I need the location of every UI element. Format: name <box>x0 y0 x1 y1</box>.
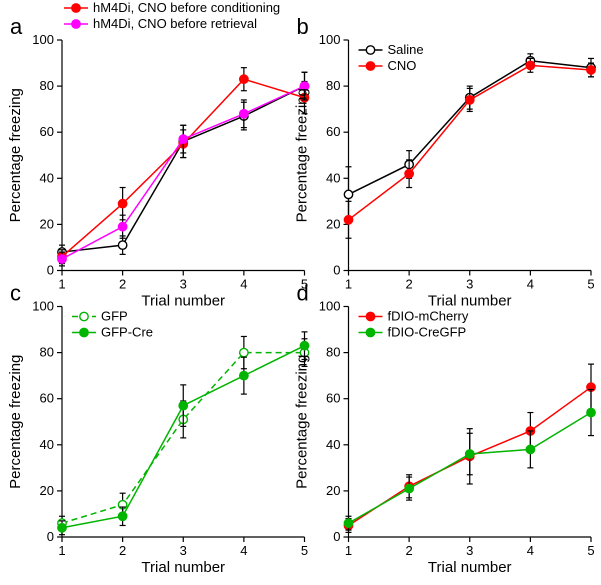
y-axis-label: Percentage freezing <box>7 355 24 489</box>
panel-letter: d <box>297 281 309 306</box>
figure-svg: a02040608010012345Percentage freezingTri… <box>0 0 601 585</box>
x-tick-label: 1 <box>58 277 65 292</box>
y-tick-label: 0 <box>47 529 54 544</box>
y-tick-label: 40 <box>40 170 54 185</box>
x-axis-label: Trial number <box>141 293 225 310</box>
x-tick-label: 5 <box>587 277 594 292</box>
x-tick-label: 2 <box>119 543 126 558</box>
y-tick-label: 20 <box>40 216 54 231</box>
y-tick-label: 60 <box>326 391 340 406</box>
x-tick-label: 3 <box>466 277 473 292</box>
legend-label: hM4Di, CNO before conditioning <box>93 0 280 15</box>
y-axis-label: Percentage freezing <box>7 88 24 222</box>
legend-label: GFP-Cre <box>101 325 153 340</box>
x-axis-label: Trial number <box>428 293 512 310</box>
y-tick-label: 80 <box>326 345 340 360</box>
y-tick-label: 40 <box>326 437 340 452</box>
y-axis-label: Percentage freezing <box>294 355 311 489</box>
x-axis-label: Trial number <box>141 559 225 576</box>
figure-page: a02040608010012345Percentage freezingTri… <box>0 0 601 585</box>
y-tick-label: 40 <box>40 437 54 452</box>
y-axis-label: Percentage freezing <box>294 88 311 222</box>
y-tick-label: 60 <box>326 124 340 139</box>
y-tick-label: 80 <box>40 345 54 360</box>
panel-c: c 0 20 40 60 80 100 1 2 3 4 5 Percentage freezing Tri… <box>7 281 309 577</box>
panel-b: b 0 20 40 60 80 100 1 2 3 4 5 Percentage freezing Tri… <box>294 14 596 310</box>
y-tick-label: 20 <box>326 483 340 498</box>
panel-letter: b <box>297 14 309 39</box>
legend-label: Saline <box>388 42 424 57</box>
y-tick-label: 60 <box>40 124 54 139</box>
x-tick-label: 4 <box>527 543 534 558</box>
y-tick-label: 100 <box>319 299 341 314</box>
legend-label: hM4Di, CNO before retrieval <box>93 16 257 31</box>
legend-label: CNO <box>388 58 417 73</box>
y-tick-label: 80 <box>326 78 340 93</box>
x-axis-label: Trial number <box>428 559 512 576</box>
panel-letter: c <box>10 281 21 306</box>
x-tick-label: 4 <box>240 277 247 292</box>
legend-label: fDIO-CreGFP <box>388 325 467 340</box>
x-tick-label: 1 <box>345 543 352 558</box>
x-tick-label: 3 <box>466 543 473 558</box>
x-tick-label: 1 <box>58 543 65 558</box>
legend-label: fDIO-mCherry <box>388 309 469 324</box>
x-tick-label: 2 <box>406 277 413 292</box>
x-tick-label: 2 <box>406 543 413 558</box>
panel-letter: a <box>10 14 23 39</box>
legend-label: GFP <box>101 309 128 324</box>
panel-a: a02040608010012345Percentage freezingTri… <box>7 0 309 310</box>
y-tick-label: 0 <box>333 263 340 278</box>
y-tick-label: 40 <box>326 170 340 185</box>
y-tick-label: 0 <box>47 263 54 278</box>
y-tick-label: 0 <box>333 529 340 544</box>
y-tick-label: 100 <box>319 32 341 47</box>
panel-d: d 0 20 40 60 80 100 1 2 3 4 5 Percentage freezing Tri… <box>294 281 596 577</box>
x-tick-label: 2 <box>119 277 126 292</box>
y-tick-label: 20 <box>40 483 54 498</box>
x-tick-label: 4 <box>527 277 534 292</box>
x-tick-label: 5 <box>301 543 308 558</box>
x-tick-label: 1 <box>345 277 352 292</box>
x-tick-label: 3 <box>180 543 187 558</box>
y-tick-label: 80 <box>40 78 54 93</box>
y-tick-label: 20 <box>326 216 340 231</box>
y-tick-label: 100 <box>32 299 54 314</box>
x-tick-label: 5 <box>587 543 594 558</box>
y-tick-label: 100 <box>32 32 54 47</box>
x-tick-label: 3 <box>180 277 187 292</box>
y-tick-label: 60 <box>40 391 54 406</box>
x-tick-label: 4 <box>240 543 247 558</box>
